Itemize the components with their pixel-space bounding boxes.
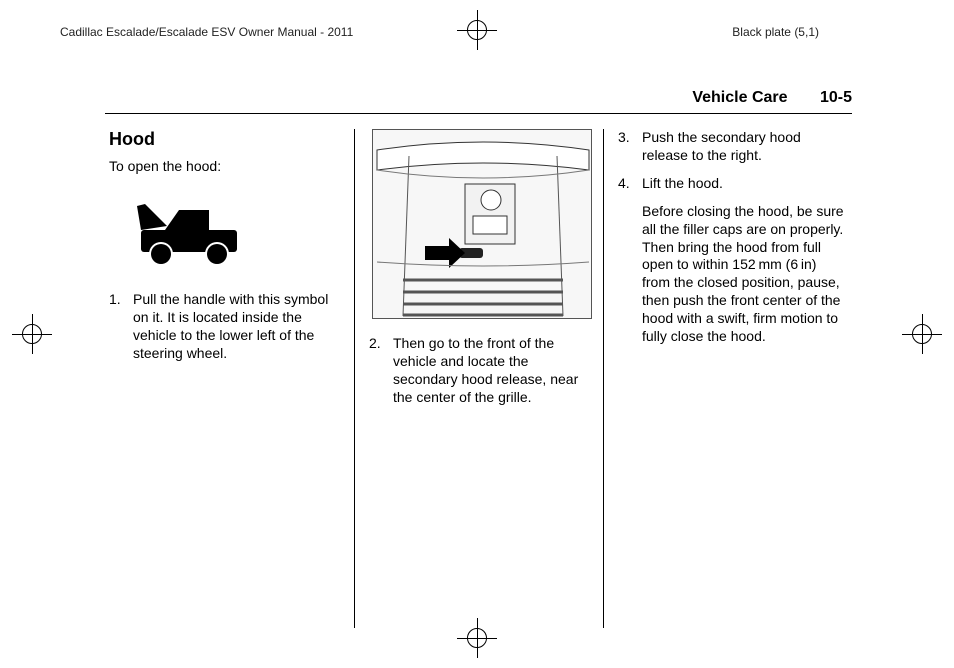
black-plate-label: Black plate (5,1) (732, 25, 819, 39)
running-head: Vehicle Care 10-5 (692, 89, 852, 107)
content-area: Vehicle Care 10-5 Hood To open the hood: (105, 95, 852, 628)
step-4-number: 4. (618, 175, 642, 193)
page: Cadillac Escalade/Escalade ESV Owner Man… (0, 0, 954, 668)
columns: Hood To open the hood: (105, 129, 852, 628)
step-1: 1. Pull the handle with this symbol on i… (109, 291, 346, 363)
step-2-number: 2. (369, 335, 393, 407)
step-3: 3. Push the secondary hood release to th… (618, 129, 844, 165)
grille-release-illustration (372, 129, 592, 319)
step-list-col2: 2. Then go to the front of the vehicle a… (369, 335, 595, 407)
page-number: 10-5 (820, 89, 852, 106)
step-2: 2. Then go to the front of the vehicle a… (369, 335, 595, 407)
column-2: 2. Then go to the front of the vehicle a… (354, 129, 603, 628)
step-1-text: Pull the handle with this symbol on it. … (133, 291, 346, 363)
step-1-number: 1. (109, 291, 133, 363)
crop-mark-right (902, 314, 942, 354)
step-3-text: Push the secondary hood release to the r… (642, 129, 844, 165)
step-3-number: 3. (618, 129, 642, 165)
car-hood-open-icon (135, 196, 346, 271)
crop-mark-left (12, 314, 52, 354)
step-list-col1: 1. Pull the handle with this symbol on i… (109, 291, 346, 363)
column-1: Hood To open the hood: (105, 129, 354, 628)
intro-text: To open the hood: (109, 158, 346, 174)
header-rule (105, 113, 852, 114)
section-title: Vehicle Care (692, 89, 787, 106)
heading-hood: Hood (109, 129, 346, 150)
print-header: Cadillac Escalade/Escalade ESV Owner Man… (60, 22, 904, 62)
step-4: 4. Lift the hood. (618, 175, 844, 193)
manual-title: Cadillac Escalade/Escalade ESV Owner Man… (60, 25, 353, 39)
column-3: 3. Push the secondary hood release to th… (603, 129, 852, 628)
step-4-text: Lift the hood. (642, 175, 844, 193)
step-2-text: Then go to the front of the vehicle and … (393, 335, 595, 407)
step-list-col3: 3. Push the secondary hood release to th… (618, 129, 844, 193)
closing-paragraph: Before closing the hood, be sure all the… (618, 203, 844, 346)
